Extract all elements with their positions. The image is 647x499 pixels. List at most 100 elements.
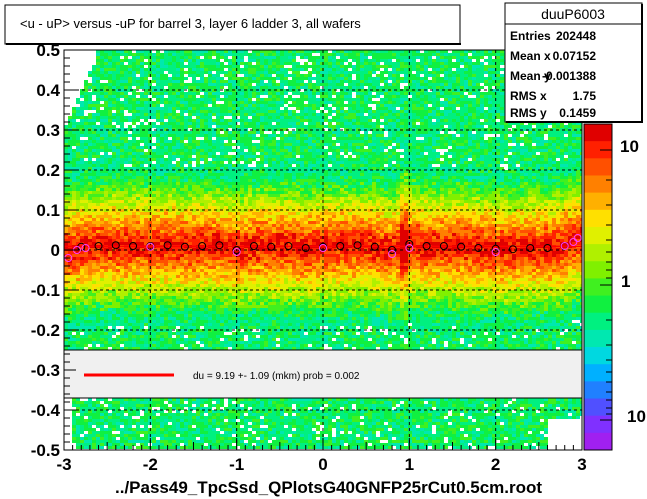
- palette-swatch: [584, 381, 612, 400]
- palette-swatch: [584, 347, 612, 365]
- profile-point-black: [474, 244, 483, 252]
- profile-point-black: [94, 242, 103, 250]
- stats-label-mean-x: Mean x: [510, 49, 551, 63]
- profile-point-black: [370, 242, 379, 251]
- palette-frame: [583, 123, 613, 451]
- fit-legend-box: [63, 349, 583, 399]
- palette-swatch: [584, 209, 612, 228]
- profile-point-magenta: [388, 250, 397, 258]
- palette-swatch: [584, 141, 612, 159]
- palette-swatch: [584, 312, 612, 331]
- profile-point-magenta: [569, 238, 578, 246]
- palette-swatch: [584, 398, 612, 417]
- stats-label-mean-y: Mean y: [510, 69, 551, 83]
- profile-point-magenta: [81, 244, 90, 252]
- color-palette: [583, 123, 613, 451]
- profile-point-magenta: [573, 234, 582, 242]
- x-tick-label: 3: [577, 455, 586, 474]
- stats-label-rms-y: RMS y: [510, 106, 547, 120]
- palette-swatch: [584, 278, 612, 297]
- x-tick-label: 0: [318, 455, 327, 474]
- palette-swatch: [584, 415, 612, 434]
- profile-point-black: [353, 241, 362, 250]
- palette-swatch: [584, 175, 612, 194]
- x-tick-label: -1: [229, 455, 244, 474]
- title-box: <u - uP> versus -uP for barrel 3, layer …: [4, 4, 461, 45]
- profile-point-magenta: [405, 244, 414, 252]
- plot-title: <u - uP> versus -uP for barrel 3, layer …: [20, 16, 361, 31]
- stats-label-entries: Entries: [510, 29, 551, 43]
- y-tick-label: -0.3: [31, 361, 60, 380]
- profile-point-black: [543, 244, 552, 252]
- palette-swatch: [584, 158, 612, 176]
- y-tick-label: -0.2: [31, 321, 60, 340]
- z-axis-labels: 10 1 10: [620, 137, 646, 426]
- stats-value-rms-x: 1.75: [573, 89, 597, 103]
- profile-point-black: [180, 242, 189, 251]
- profile-point-magenta: [491, 248, 500, 256]
- profile-point-black: [198, 242, 207, 250]
- profile-point-magenta: [319, 244, 327, 252]
- stats-value-mean-x: 0.07152: [553, 49, 597, 63]
- profile-point-black: [439, 242, 448, 250]
- profile-point-black: [301, 244, 310, 252]
- stats-title: duuP6003: [541, 6, 605, 22]
- palette-swatch: [584, 364, 612, 382]
- palette-swatch: [584, 192, 612, 211]
- stats-value-mean-y: -0.001388: [542, 69, 596, 83]
- profile-point-black: [336, 242, 345, 250]
- y-tick-label: -0.5: [31, 441, 60, 460]
- profile-point-black: [163, 241, 172, 250]
- x-axis-label: ../Pass49_TpcSsd_QPlotsG40GNFP25rCut0.5c…: [115, 478, 542, 497]
- profile-point-magenta: [232, 248, 241, 256]
- z-tick-label: 1: [621, 272, 630, 291]
- profile-point-black: [457, 242, 466, 251]
- stats-label-rms-x: RMS x: [510, 89, 547, 103]
- profile-point-black: [215, 241, 224, 250]
- profile-point-black: [111, 241, 120, 250]
- y-tick-label: 0.4: [36, 81, 60, 100]
- heatmap-layer: [64, 50, 582, 449]
- y-tick-label: 0.2: [36, 161, 60, 180]
- y-tick-label: -0.1: [31, 281, 60, 300]
- palette-swatch: [584, 124, 612, 142]
- profile-point-black: [267, 242, 276, 251]
- palette-swatch: [584, 329, 612, 348]
- profile-point-black: [129, 242, 138, 250]
- profile-point-black: [491, 244, 500, 253]
- palette-swatch: [584, 295, 612, 314]
- y-tick-label: 0.1: [36, 201, 60, 220]
- x-tick-label: -3: [56, 455, 71, 474]
- palette-swatch: [584, 261, 612, 279]
- y-tick-label: -0.4: [31, 401, 61, 420]
- fit-legend: du = 9.19 +- 1.09 (mkm) prob = 0.002: [63, 349, 583, 399]
- palette-swatch: [584, 432, 612, 451]
- palette-swatch: [584, 244, 612, 262]
- fit-legend-text: du = 9.19 +- 1.09 (mkm) prob = 0.002: [193, 371, 360, 382]
- stats-value-rms-y: 0.1459: [559, 106, 596, 120]
- palette-swatch: [584, 226, 612, 245]
- stats-value-entries: 202448: [556, 29, 596, 43]
- profile-layer: [64, 234, 582, 262]
- profile-point-black: [508, 245, 517, 254]
- y-tick-label: 0: [51, 241, 60, 260]
- x-tick-label: -2: [143, 455, 158, 474]
- profile-point-magenta: [560, 242, 569, 250]
- profile-point-black: [284, 242, 293, 250]
- z-tick-label: 10: [627, 407, 646, 426]
- z-tick-label: 10: [620, 137, 639, 156]
- x-tick-label: 2: [491, 455, 500, 474]
- y-tick-label: 0.3: [36, 121, 60, 140]
- profile-point-magenta: [146, 242, 155, 251]
- y-tick-label: 0.5: [36, 41, 60, 60]
- profile-point-black: [526, 244, 535, 252]
- stats-box: duuP6003 Entries 202448 Mean x 0.07152 M…: [504, 2, 643, 123]
- x-tick-label: 1: [405, 455, 414, 474]
- axes-layer: -3 -2 -1 0 1 2 3 -0.5 -0.4 -0.3 -0.2 -0.1 0 0.1 0.2 0.3…: [31, 41, 587, 474]
- profile-point-black: [232, 246, 241, 254]
- profile-point-black: [388, 246, 397, 254]
- profile-point-black: [405, 240, 414, 248]
- profile-point-black: [422, 242, 431, 250]
- profile-point-black: [249, 242, 258, 250]
